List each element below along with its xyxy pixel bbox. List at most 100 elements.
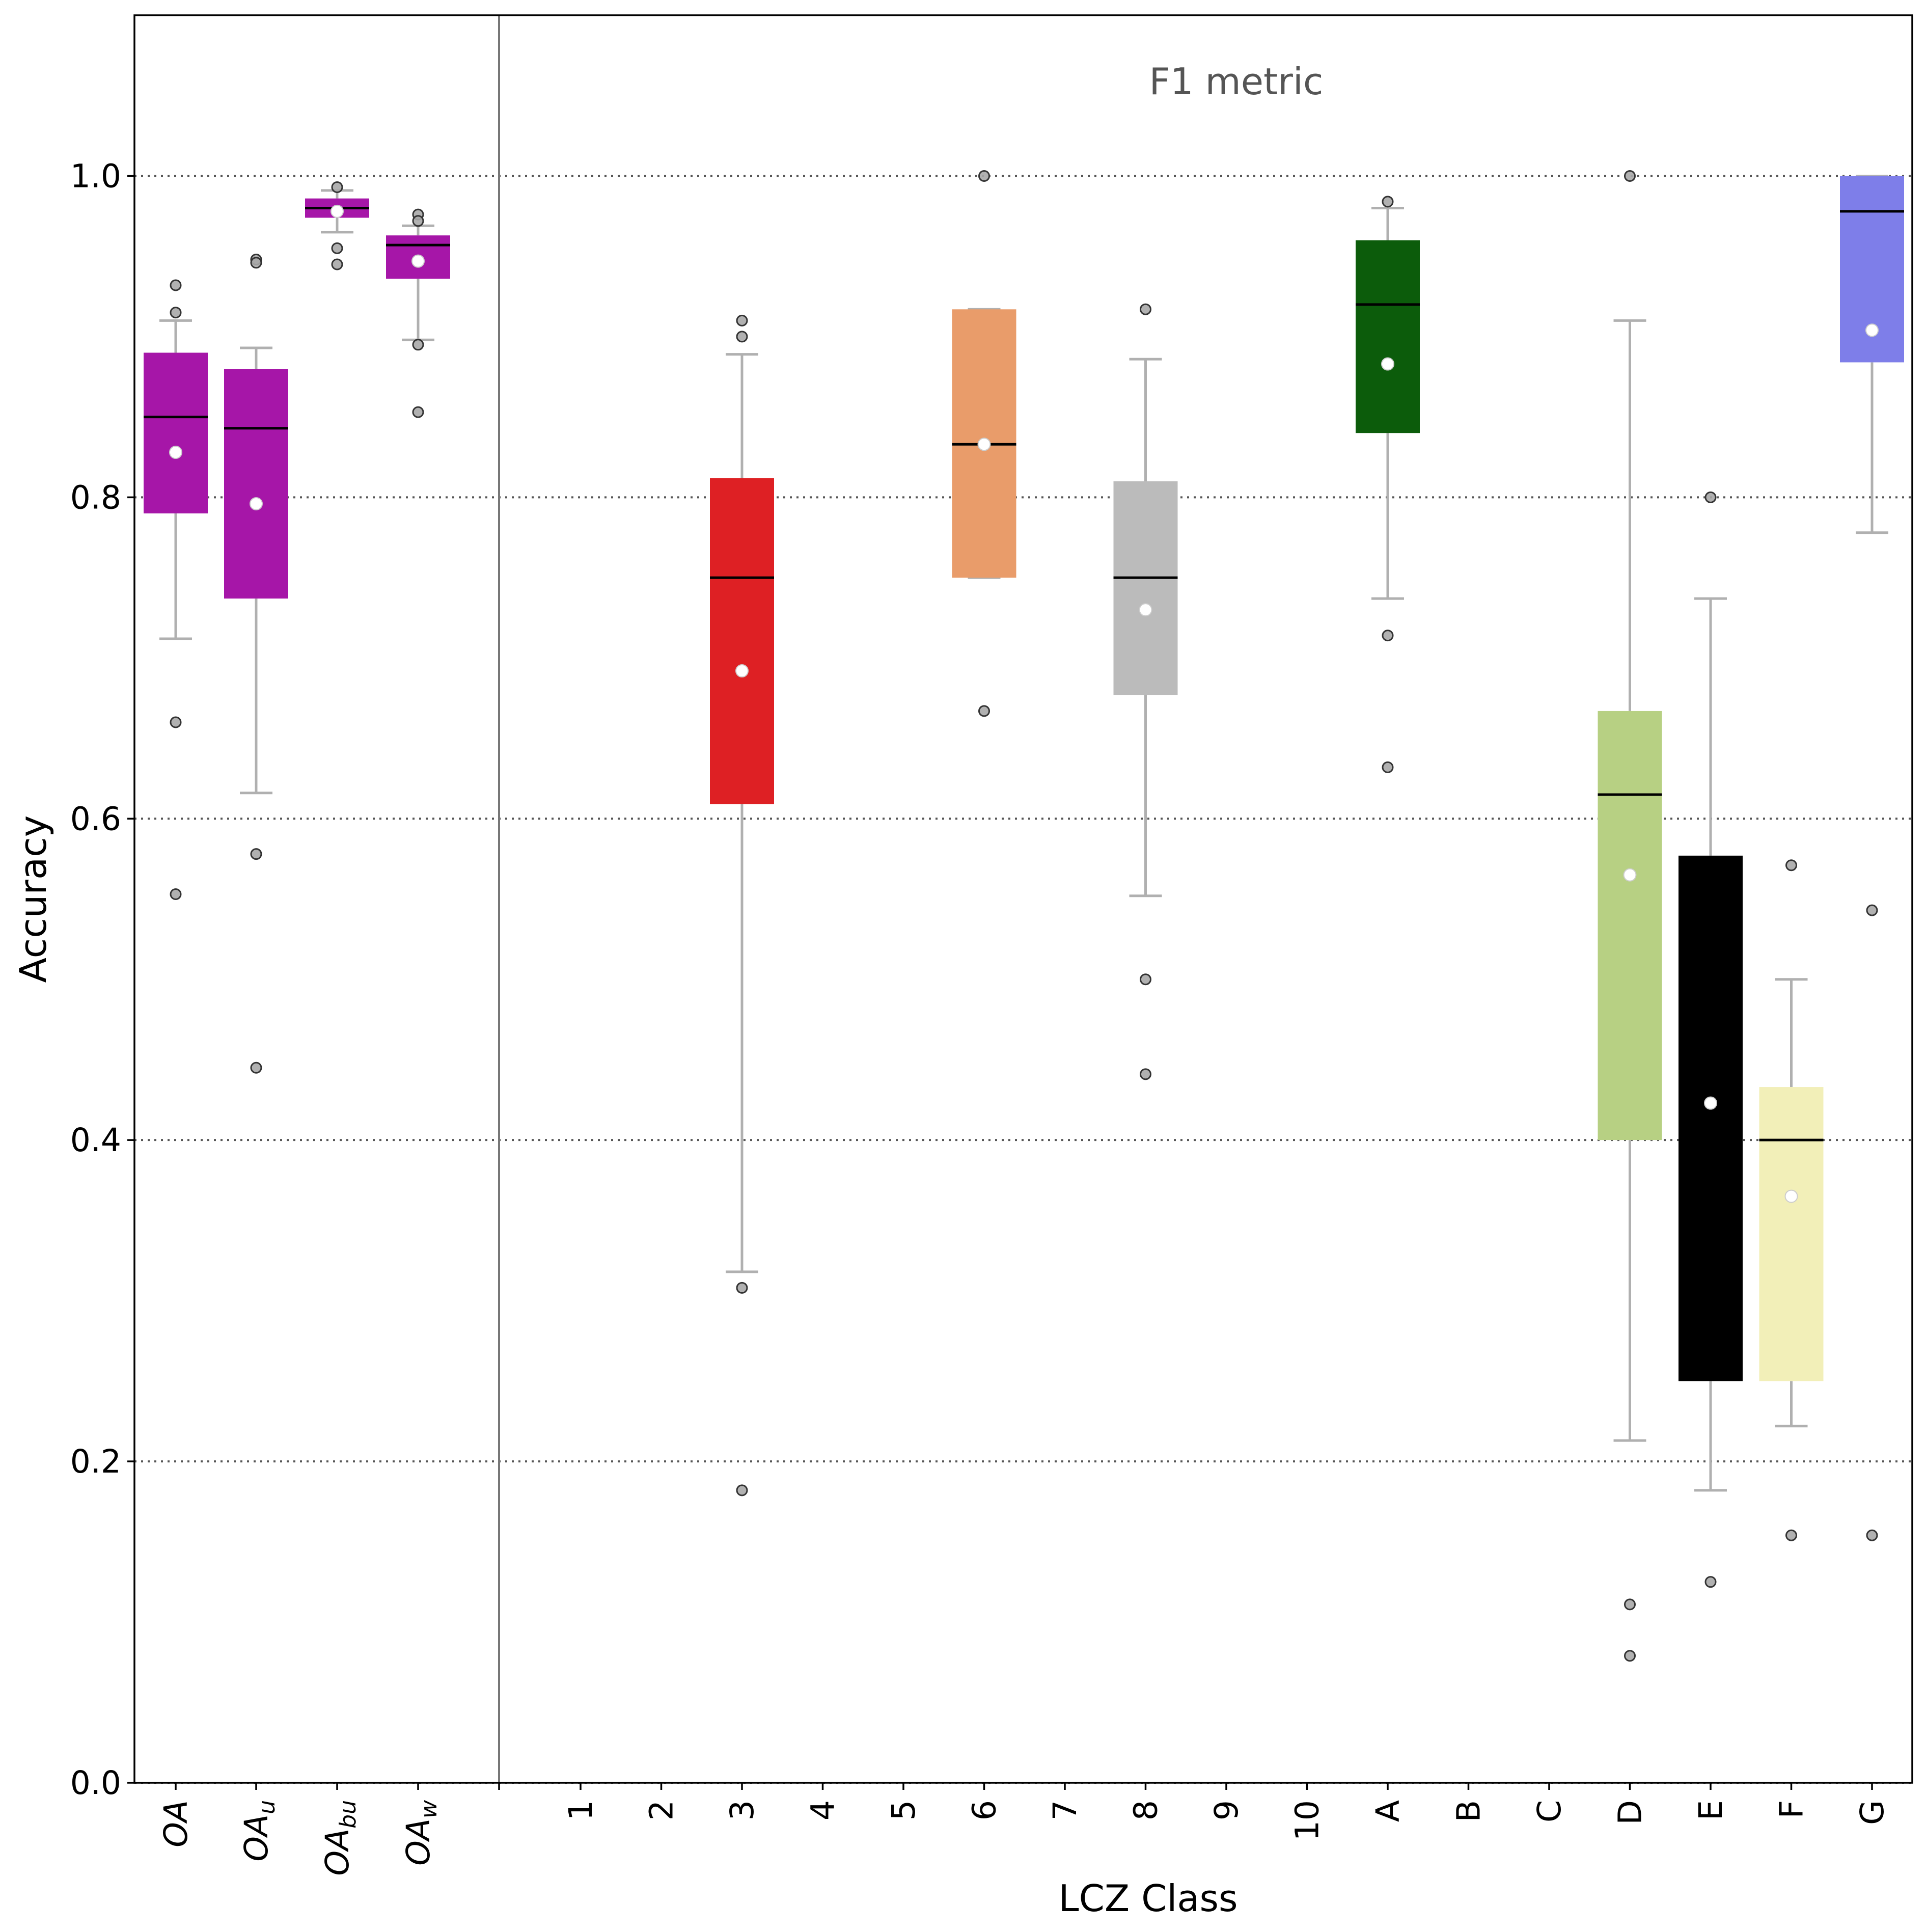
flier-E-0 xyxy=(1704,491,1717,503)
flier-OAu-2 xyxy=(250,848,262,860)
flier-OAbu-1 xyxy=(331,242,343,254)
y-tick-label-0.8: 0.8 xyxy=(70,479,121,516)
flier-OAw-2 xyxy=(412,339,424,351)
box-A xyxy=(1356,196,1420,773)
x-tick-label-lcz-2: 2 xyxy=(643,1800,680,1820)
flier-3-2 xyxy=(736,1282,748,1294)
box-D xyxy=(1598,170,1662,1662)
box-8 xyxy=(1113,303,1178,1080)
x-tick-label-lcz-A: A xyxy=(1369,1800,1407,1822)
y-axis: 0.0 0.2 0.4 0.6 0.8 1.0 xyxy=(70,157,134,1802)
x-tick-label-lcz-C: C xyxy=(1531,1800,1568,1822)
flier-OA-3 xyxy=(170,888,182,901)
x-tick-label-lcz-10: 10 xyxy=(1289,1800,1326,1841)
flier-3-3 xyxy=(736,1484,748,1496)
box-OAbu xyxy=(305,181,369,270)
x-tick-label-lcz-1: 1 xyxy=(562,1800,599,1820)
y-tick-label-0.0: 0.0 xyxy=(70,1764,121,1802)
flier-F-1 xyxy=(1785,1529,1797,1541)
y-tick-label-1.0: 1.0 xyxy=(70,157,121,195)
flier-OA-0 xyxy=(170,279,182,291)
y-tick-label-0.2: 0.2 xyxy=(70,1443,121,1480)
box-3 xyxy=(710,314,774,1496)
flier-8-1 xyxy=(1140,973,1151,986)
box-body-F xyxy=(1759,1087,1824,1381)
flier-8-2 xyxy=(1140,1068,1151,1080)
flier-A-1 xyxy=(1382,630,1394,642)
x-tick-label-lcz-3: 3 xyxy=(724,1800,761,1820)
flier-G-0 xyxy=(1866,904,1878,916)
x-tick-label-OAu: OAu xyxy=(238,1800,280,1862)
x-tick-label-lcz-G: G xyxy=(1854,1800,1891,1825)
x-tick-label-lcz-D: D xyxy=(1612,1800,1649,1825)
x-tick-label-OA: OA xyxy=(157,1800,195,1847)
x-tick-label-OAbu: OAbu xyxy=(319,1800,361,1876)
box-body-3 xyxy=(710,478,774,804)
flier-OAw-1 xyxy=(412,215,424,227)
flier-A-0 xyxy=(1382,196,1394,208)
x-tick-label-lcz-7: 7 xyxy=(1047,1800,1084,1820)
flier-6-0 xyxy=(978,170,990,182)
box-OA xyxy=(144,279,208,901)
box-OAu xyxy=(224,253,288,1074)
mean-marker-6 xyxy=(977,438,991,451)
x-tick-label-lcz-F: F xyxy=(1773,1800,1810,1818)
y-axis-label: Accuracy xyxy=(12,815,54,983)
x-tick-label-lcz-5: 5 xyxy=(885,1800,922,1820)
x-axis-label: LCZ Class xyxy=(1058,1877,1237,1920)
x-axis: OA OAu OAbu OAw 1 2 3 4 5 6 7 8 9 10 A B C D E F G xyxy=(157,1783,1891,1876)
flier-OAbu-0 xyxy=(331,181,343,194)
x-tick-label-lcz-E: E xyxy=(1692,1800,1729,1820)
mean-marker-A xyxy=(1381,357,1394,371)
box-body-OA xyxy=(144,352,208,513)
box-body-E xyxy=(1679,855,1743,1381)
flier-A-2 xyxy=(1382,761,1394,773)
mean-marker-OAbu xyxy=(331,204,344,218)
box-E xyxy=(1679,491,1743,1588)
mean-marker-D xyxy=(1623,868,1637,882)
mean-marker-F xyxy=(1784,1189,1798,1203)
y-tick-label-0.4: 0.4 xyxy=(70,1122,121,1159)
box-6 xyxy=(952,170,1016,717)
box-body-8 xyxy=(1113,481,1178,695)
mean-marker-G xyxy=(1865,323,1879,337)
mean-marker-OAu xyxy=(250,497,263,510)
box-body-A xyxy=(1356,240,1420,433)
flier-3-0 xyxy=(736,314,748,326)
flier-OAw-3 xyxy=(412,406,424,418)
flier-8-0 xyxy=(1140,303,1151,315)
mean-marker-OA xyxy=(169,446,182,459)
flier-F-0 xyxy=(1785,859,1797,872)
flier-3-1 xyxy=(736,331,748,343)
flier-D-1 xyxy=(1624,1598,1636,1611)
x-tick-label-lcz-6: 6 xyxy=(966,1800,1003,1820)
mean-marker-E xyxy=(1704,1096,1717,1110)
mean-marker-3 xyxy=(735,664,749,678)
flier-OAbu-2 xyxy=(331,258,343,270)
flier-OA-1 xyxy=(170,307,182,319)
box-F xyxy=(1759,859,1824,1541)
box-body-OAu xyxy=(224,369,288,599)
mean-marker-8 xyxy=(1139,603,1152,617)
box-OAw xyxy=(386,208,450,418)
flier-6-1 xyxy=(978,705,990,717)
flier-OA-2 xyxy=(170,716,182,728)
chart-annotation: F1 metric xyxy=(1149,60,1324,103)
y-tick-label-0.6: 0.6 xyxy=(70,800,121,837)
plot-frame xyxy=(133,14,1913,1784)
box-layer xyxy=(144,170,1904,1662)
box-body-D xyxy=(1598,711,1662,1140)
x-tick-label-lcz-B: B xyxy=(1450,1800,1488,1822)
flier-D-0 xyxy=(1624,170,1636,182)
x-tick-label-lcz-8: 8 xyxy=(1127,1800,1165,1820)
flier-D-2 xyxy=(1624,1650,1636,1662)
x-tick-label-OAw: OAw xyxy=(400,1800,442,1866)
flier-OAu-3 xyxy=(250,1062,262,1074)
flier-G-1 xyxy=(1866,1529,1878,1541)
mean-marker-OAw xyxy=(411,254,425,268)
x-tick-label-lcz-4: 4 xyxy=(805,1800,842,1820)
box-G xyxy=(1840,174,1904,1541)
flier-OAu-1 xyxy=(250,257,262,269)
flier-E-1 xyxy=(1704,1576,1717,1588)
